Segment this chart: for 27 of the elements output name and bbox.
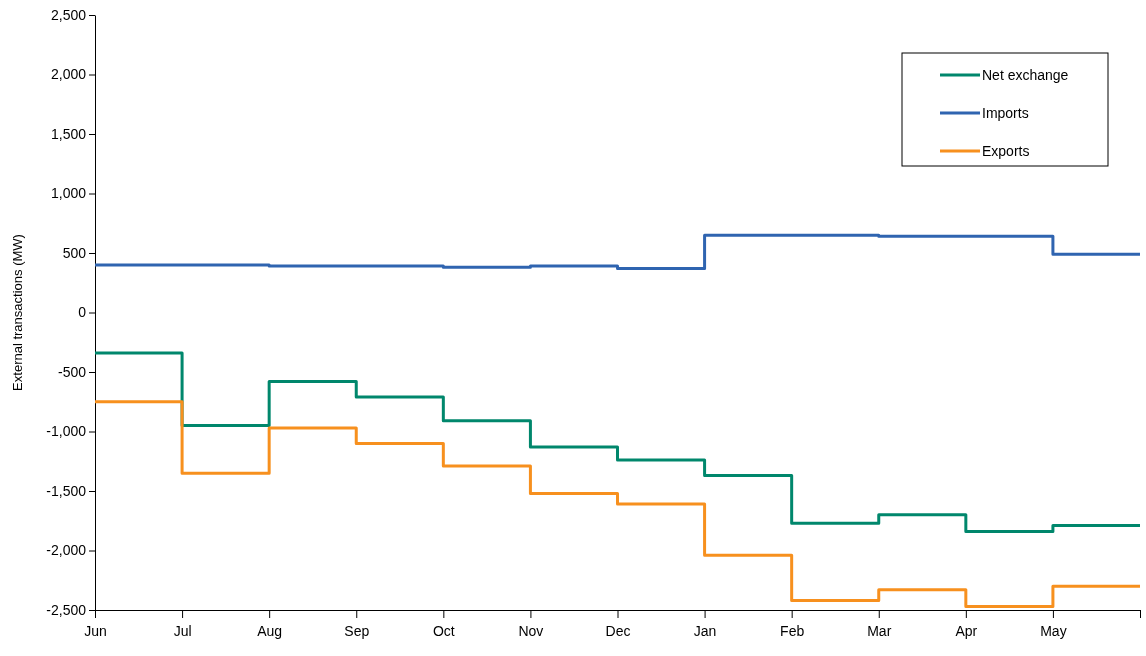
x-tick-label: Mar	[867, 623, 892, 640]
y-tick-label: -1,500	[46, 482, 87, 499]
x-tick-label: Jun	[84, 623, 107, 640]
y-tick-label: 0	[78, 304, 87, 321]
x-tick-label: Dec	[605, 623, 631, 640]
y-tick-label: 1,500	[50, 125, 87, 142]
x-tick-label: Jan	[693, 623, 717, 640]
x-tick-label: Nov	[518, 623, 544, 640]
x-tick-label: Jul	[173, 623, 192, 640]
legend-label: Net exchange	[982, 67, 1069, 83]
y-tick-label: -2,000	[46, 542, 87, 559]
x-tick-label: Apr	[955, 623, 978, 640]
legend-label: Exports	[982, 143, 1030, 159]
x-tick-label: Aug	[257, 623, 283, 640]
y-tick-label: -500	[57, 363, 87, 380]
x-tick-label: Oct	[432, 623, 455, 640]
legend-label: Imports	[982, 105, 1029, 121]
y-tick-label: 1,000	[50, 185, 87, 202]
x-tick-label: May	[1040, 623, 1067, 640]
y-tick-label: -2,500	[46, 601, 87, 618]
x-tick-label: Sep	[344, 623, 370, 640]
y-tick-label: 500	[62, 244, 87, 261]
y-tick-label: 2,000	[50, 66, 87, 83]
y-tick-label: 2,500	[50, 6, 87, 23]
x-tick-label: Feb	[780, 623, 805, 640]
y-tick-label: -1,000	[46, 423, 87, 440]
y-axis-title: External transactions (MW)	[10, 234, 25, 391]
